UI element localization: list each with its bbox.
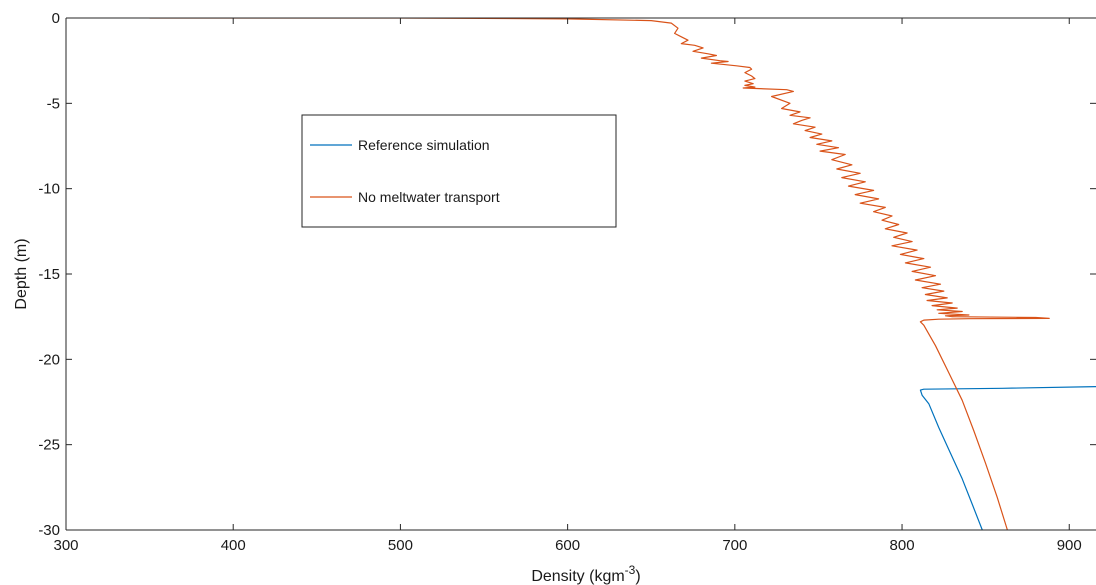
series-layer [149,18,1096,530]
series-line-1 [149,18,1050,530]
legend-label-reference: Reference simulation [358,137,490,153]
legend: Reference simulation No meltwater transp… [301,114,617,228]
x-tick-label: 700 [722,537,747,554]
x-tick-label: 300 [53,537,78,554]
x-tick-label: 400 [221,537,246,554]
x-tick-label: 900 [1057,537,1082,554]
y-tick-label: -20 [38,351,60,368]
x-axis-title: Density (kgm-3) [531,563,640,585]
y-tick-label: -30 [38,522,60,539]
y-tick-label: -5 [47,95,60,112]
x-tick-label: 500 [388,537,413,554]
y-tick-label: -25 [38,437,60,454]
x-axis-title-superscript: -3 [625,563,636,577]
tick-marks [65,17,1096,531]
y-tick-label: 0 [52,10,60,27]
y-axis-title: Depth (m) [13,238,30,309]
legend-label-no-meltwater: No meltwater transport [358,189,500,205]
plot-area [66,18,1096,530]
series-line-0 [919,386,1096,530]
y-tick-label: -15 [38,266,60,283]
tick-labels: 300 400 500 600 700 800 900 0 -5 -10 -15 -20 -25 -30 [38,10,1081,554]
y-tick-label: -10 [38,181,60,198]
x-tick-label: 600 [555,537,580,554]
x-tick-label: 800 [890,537,915,554]
legend-box [301,114,617,228]
